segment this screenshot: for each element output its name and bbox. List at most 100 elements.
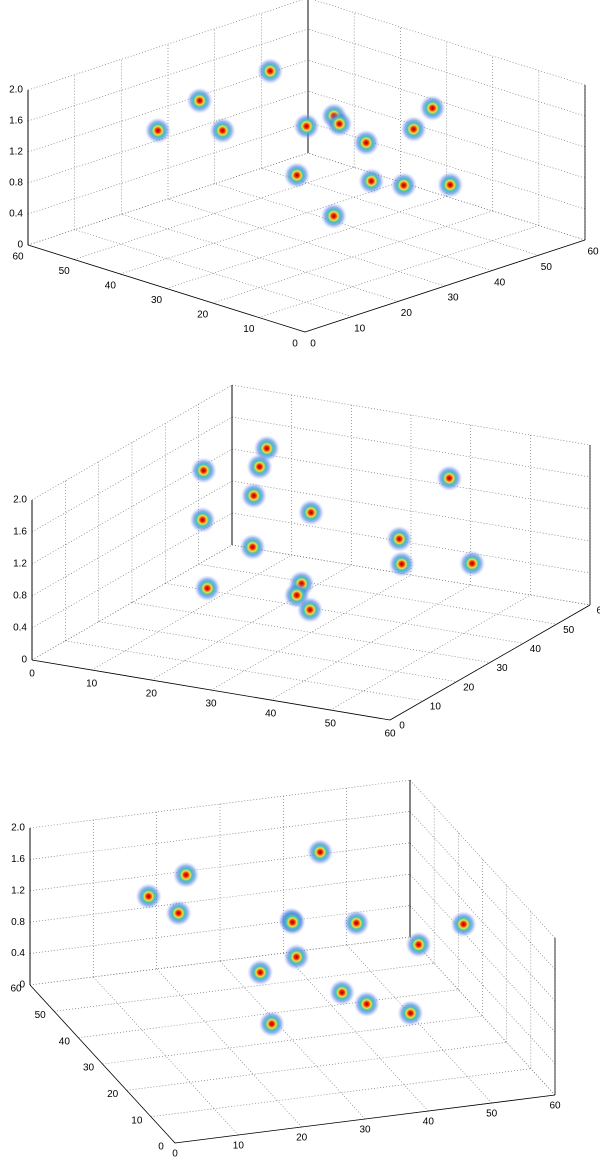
- x-axis: [174, 1094, 556, 1144]
- x-tick-label: 10: [233, 1141, 245, 1152]
- data-point: [329, 979, 355, 1006]
- grid-line: [270, 584, 471, 701]
- data-point: [390, 172, 417, 199]
- data-point: [296, 596, 323, 623]
- data-point: [257, 58, 284, 85]
- grid-line: [156, 968, 302, 1128]
- y-tick-label: 10: [243, 324, 255, 335]
- grid-line: [231, 544, 591, 606]
- y-tick-label: 10: [131, 1115, 143, 1126]
- x-tick-label: 40: [265, 709, 277, 720]
- grid-line: [126, 1042, 507, 1091]
- grid-line: [409, 905, 556, 1064]
- grid-line: [98, 621, 457, 682]
- grid-line: [313, 0, 586, 86]
- grid-line: [231, 416, 591, 478]
- data-point: [388, 551, 415, 578]
- data-point: [405, 931, 432, 958]
- x-tick-label: 40: [423, 1117, 435, 1128]
- y-tick-label: 20: [107, 1089, 119, 1100]
- z-tick-label: 0: [21, 655, 27, 666]
- x-tick-label: 30: [205, 699, 217, 710]
- grid-line: [31, 544, 233, 661]
- data-point: [165, 900, 192, 927]
- grid-line: [27, 121, 309, 215]
- data-point: [283, 943, 310, 970]
- data-point: [386, 525, 413, 552]
- x-tick-label: 30: [447, 293, 459, 304]
- grid-line: [307, 152, 586, 241]
- z-tick-label: 2.0: [11, 823, 25, 834]
- x-tick-label: 50: [486, 1109, 498, 1120]
- x-tick-label: 20: [401, 308, 413, 319]
- grid-line: [29, 842, 411, 892]
- y-tick-label: 30: [151, 295, 163, 306]
- grid-line: [131, 602, 491, 663]
- z-tick-label: 1.2: [11, 885, 25, 896]
- y-tick-label: 50: [563, 625, 575, 636]
- y-axis: [27, 244, 306, 333]
- data-point: [293, 113, 320, 140]
- y-tick-label: 30: [83, 1063, 95, 1074]
- data-point: [320, 203, 347, 230]
- grid-line: [212, 210, 493, 304]
- data-point: [459, 550, 486, 577]
- data-point: [247, 959, 274, 986]
- data-point: [326, 110, 353, 137]
- data-point: [358, 168, 385, 195]
- grid-line: [27, 152, 309, 246]
- data-point: [258, 1010, 285, 1037]
- y-tick-label: 50: [35, 1010, 47, 1021]
- grid-line: [78, 989, 459, 1038]
- grid-line: [231, 480, 591, 542]
- data-point: [173, 861, 199, 888]
- grid-line: [74, 229, 352, 317]
- y-axis: [389, 604, 591, 721]
- y-tick-label: 60: [12, 252, 24, 263]
- y-tick-label: 60: [10, 984, 22, 995]
- z-tick-label: 0: [19, 980, 25, 991]
- grid-line: [65, 640, 424, 702]
- y-tick-label: 20: [197, 310, 209, 321]
- x-tick-label: 60: [587, 247, 599, 258]
- grid-line: [258, 225, 539, 318]
- x-tick-label: 50: [325, 719, 337, 730]
- z-tick-label: 0.4: [11, 948, 25, 959]
- z-tick-label: 2.0: [13, 495, 27, 506]
- grid-line: [409, 811, 556, 970]
- y-axis: [29, 984, 176, 1144]
- grid-line: [29, 936, 411, 986]
- y-tick-label: 0: [292, 339, 298, 350]
- z-tick-label: 1.2: [9, 147, 23, 158]
- x-tick-label: 60: [384, 729, 396, 740]
- y-tick-label: 30: [496, 663, 508, 674]
- grid-line: [31, 384, 233, 501]
- z-tick-label: 1.6: [13, 527, 27, 538]
- data-point: [307, 839, 334, 866]
- data-point: [240, 482, 267, 509]
- data-point: [437, 171, 464, 198]
- y-tick-label: 60: [596, 606, 600, 617]
- x-tick-label: 50: [541, 262, 553, 273]
- y-tick-label: 40: [59, 1036, 71, 1047]
- grid-line: [54, 963, 435, 1012]
- z-tick-label: 0.4: [13, 623, 27, 634]
- x-tick-label: 0: [172, 1149, 178, 1160]
- data-point: [283, 162, 310, 189]
- grid-line: [29, 779, 411, 829]
- data-point: [246, 453, 273, 480]
- data-point: [353, 129, 380, 156]
- data-point: [194, 575, 221, 602]
- grid-line: [31, 416, 233, 533]
- grid-line: [409, 873, 556, 1033]
- z-tick-label: 2.0: [9, 85, 23, 96]
- grid-line: [307, 90, 586, 179]
- grid-line: [29, 811, 411, 860]
- grid-line: [121, 214, 399, 302]
- x-tick-label: 20: [296, 1133, 308, 1144]
- data-point: [397, 1000, 424, 1027]
- grid-line: [346, 944, 492, 1104]
- x-axis: [304, 239, 586, 333]
- data-point: [190, 457, 217, 484]
- grid-line: [27, 28, 309, 122]
